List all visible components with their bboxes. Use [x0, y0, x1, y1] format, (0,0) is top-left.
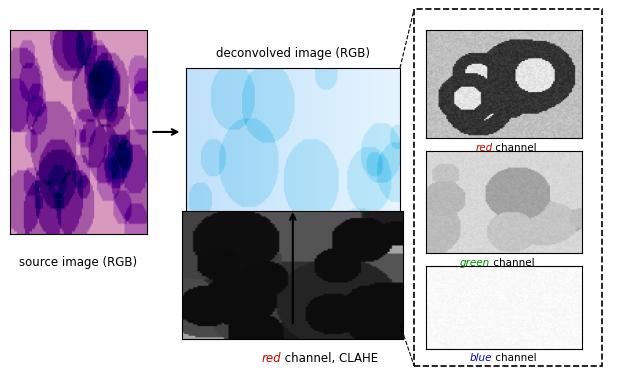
Text: blue: blue [470, 353, 493, 363]
Text: red: red [476, 143, 493, 153]
Text: channel: channel [493, 143, 537, 153]
Text: channel, CLAHE: channel, CLAHE [282, 352, 378, 365]
Text: green: green [460, 258, 490, 268]
Text: source image (RGB): source image (RGB) [19, 256, 138, 269]
Text: channel: channel [490, 258, 534, 268]
Text: deconvolved image (RGB): deconvolved image (RGB) [216, 48, 370, 60]
Text: channel: channel [493, 353, 537, 363]
Text: red: red [262, 352, 282, 365]
